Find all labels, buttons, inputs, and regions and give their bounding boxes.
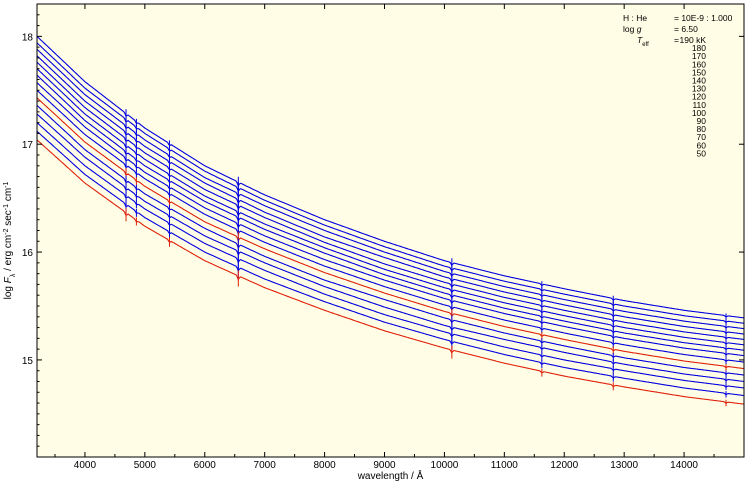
param-value-composition: = 10E-9 : 1.000 — [674, 13, 733, 23]
series-line — [36, 97, 745, 370]
series-line — [36, 82, 745, 357]
x-tick-label: 13000 — [610, 460, 638, 471]
legend-entry: 60 — [697, 140, 707, 150]
series-line — [36, 42, 745, 324]
series-line — [36, 89, 745, 363]
x-axis-ticks: 4000 5000 6000 7000 8000 9000 10000 11000 12000 1… — [54, 4, 715, 471]
x-tick-label: 10000 — [431, 460, 459, 471]
y-label-part: -1 — [3, 182, 10, 188]
x-tick-label: 12000 — [550, 460, 578, 471]
series-line — [36, 104, 745, 376]
x-tick-label: 11000 — [491, 460, 519, 471]
series-line — [36, 61, 745, 340]
y-label-part: λ — [10, 273, 17, 277]
absorption-features — [125, 109, 727, 407]
y-axis-label: log Fλ / erg cm-2 sec-1 cm-1 — [3, 182, 17, 300]
param-key-teff: Teff — [637, 35, 649, 48]
series-line — [36, 48, 745, 330]
teff-T: T — [637, 35, 643, 45]
y-tick-label: 15 — [22, 356, 34, 367]
series-line — [36, 113, 745, 383]
legend-entry: 80 — [697, 124, 707, 134]
y-tick-label: 18 — [22, 32, 34, 43]
y-label-part: log — [3, 283, 14, 299]
series-line — [36, 55, 745, 335]
series-line — [36, 130, 745, 397]
plot-background — [37, 4, 744, 457]
legend: H : He = 10E-9 : 1.000 log g = 6.50 Teff… — [623, 13, 733, 158]
series-line — [36, 122, 745, 389]
param-value-teff: = — [674, 35, 679, 45]
series-curves — [36, 35, 745, 405]
x-tick-label: 6000 — [194, 460, 217, 471]
legend-entry: 110 — [692, 100, 706, 110]
y-label-part: / erg cm — [3, 235, 14, 274]
y-label-part: sec — [3, 210, 14, 228]
legend-entry: 130 — [692, 84, 706, 94]
x-tick-label: 9000 — [373, 460, 396, 471]
x-axis-label: wavelength / Å — [357, 469, 424, 482]
x-tick-label: 4000 — [74, 460, 97, 471]
x-tick-label: 5000 — [134, 460, 157, 471]
legend-entry: 140 — [692, 76, 706, 86]
series-line — [36, 139, 745, 405]
y-label-part: -2 — [3, 228, 10, 234]
param-key-logg: log g — [623, 24, 642, 34]
legend-entry: 50 — [697, 148, 707, 158]
y-label-part: cm — [3, 188, 14, 204]
legend-entry: 150 — [692, 67, 706, 77]
y-axis-ticks: 15 16 17 18 — [22, 14, 744, 447]
param-value-logg: = 6.50 — [674, 24, 698, 34]
series-line — [36, 68, 745, 346]
legend-entry: 100 — [692, 108, 706, 118]
y-tick-label: 17 — [22, 140, 34, 151]
x-tick-label: 14000 — [670, 460, 698, 471]
series-line — [36, 74, 745, 351]
x-tick-label: 8000 — [313, 460, 336, 471]
x-tick-label: 7000 — [254, 460, 277, 471]
y-label-part: F — [3, 276, 14, 283]
logg-italic: g — [637, 24, 642, 34]
legend-entry: 90 — [697, 116, 707, 126]
y-label-part: -1 — [3, 204, 10, 210]
param-key-composition: H : He — [623, 13, 647, 23]
legend-entry: 160 — [692, 59, 706, 69]
legend-entry: 190 kK — [680, 35, 707, 45]
y-tick-label: 16 — [22, 248, 34, 259]
legend-entry: 120 — [692, 92, 706, 102]
series-line — [36, 35, 745, 319]
legend-entry: 180 — [692, 43, 706, 53]
legend-entry: 70 — [697, 132, 707, 142]
logg-base: log — [623, 24, 637, 34]
legend-entries: 190 kK1801701601501401301201101009080706… — [680, 35, 707, 158]
teff-sub: eff — [642, 42, 649, 48]
legend-entry: 170 — [692, 51, 706, 61]
